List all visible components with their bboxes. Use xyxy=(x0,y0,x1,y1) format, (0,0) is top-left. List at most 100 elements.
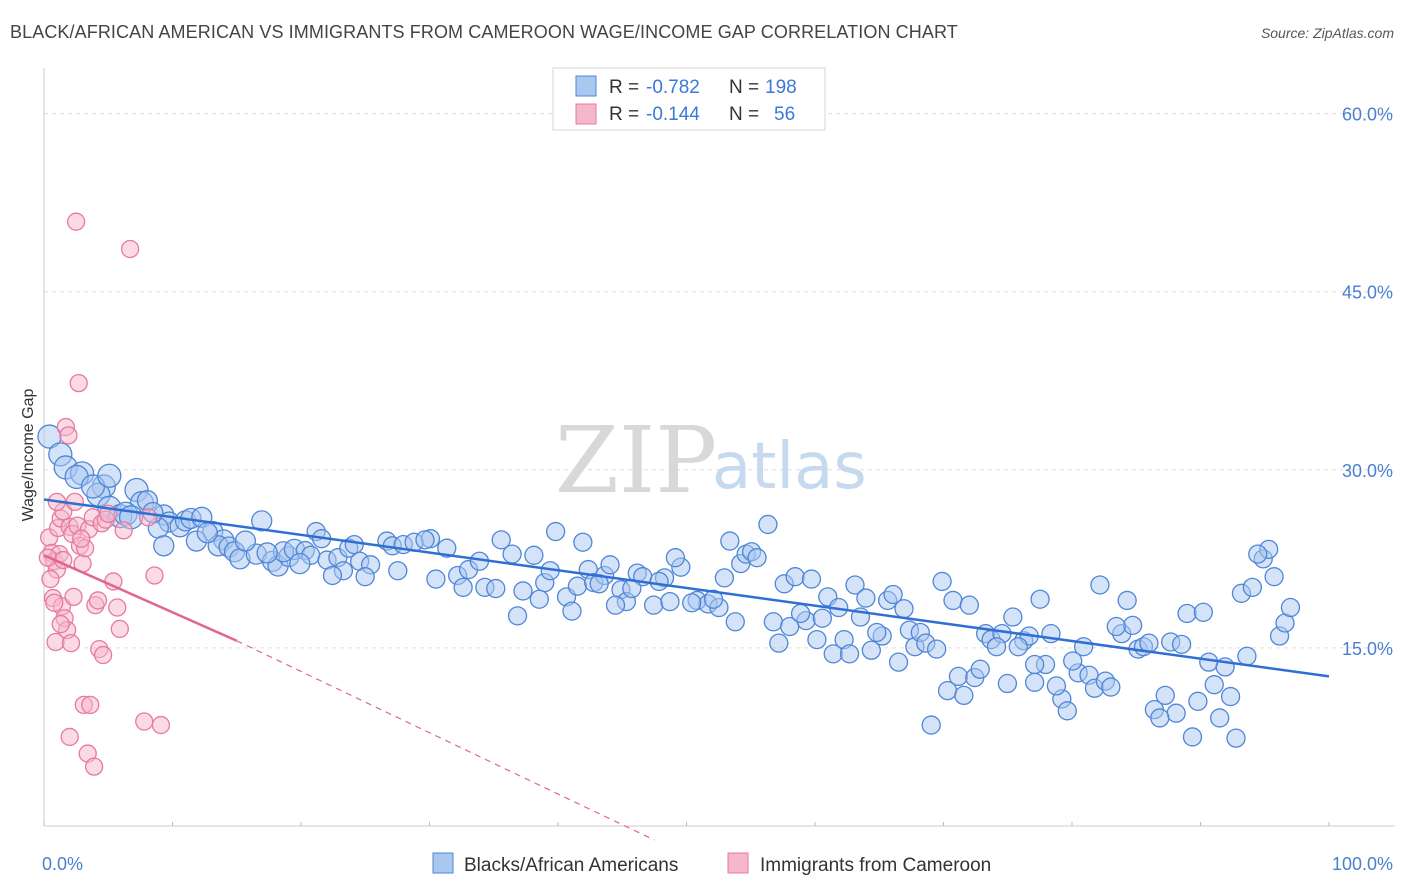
point-blacks xyxy=(529,589,549,609)
point-blacks xyxy=(605,595,626,615)
point-blacks xyxy=(703,589,724,609)
point-blacks xyxy=(649,571,669,592)
point-blacks xyxy=(1264,567,1284,587)
point-cameroon xyxy=(88,591,108,610)
watermark: ZIP atlas xyxy=(555,407,867,514)
point-blacks xyxy=(845,575,865,595)
point-blacks xyxy=(943,590,963,611)
point-blacks xyxy=(1073,637,1094,657)
point-blacks xyxy=(780,616,800,637)
point-blacks xyxy=(1199,652,1219,672)
point-cameroon xyxy=(69,373,88,393)
point-blacks xyxy=(573,532,593,552)
point-blacks xyxy=(344,534,364,555)
x-tick-label: 0.0% xyxy=(42,854,83,874)
point-blacks xyxy=(643,595,664,615)
point-blacks xyxy=(491,530,511,550)
point-cameroon xyxy=(110,619,129,639)
point-blacks xyxy=(234,530,257,552)
legend-swatch-blue xyxy=(575,75,597,97)
y-tick-label: 60.0% xyxy=(1342,105,1393,125)
point-blacks xyxy=(437,538,457,558)
point-blacks xyxy=(927,639,947,659)
point-blacks xyxy=(823,644,843,664)
point-blacks xyxy=(1226,728,1246,748)
point-blacks xyxy=(1046,676,1067,696)
point-blacks xyxy=(1030,589,1050,609)
point-cameroon xyxy=(41,569,60,589)
point-cameroon xyxy=(81,695,100,715)
point-blacks xyxy=(153,535,175,557)
point-cameroon xyxy=(108,598,127,617)
point-blacks xyxy=(894,599,914,619)
point-cameroon xyxy=(59,426,78,445)
trend-line-cameroon xyxy=(43,554,238,642)
point-blacks xyxy=(785,567,805,587)
legend-n-value-1: 198 xyxy=(765,77,797,98)
legend-n-value-2: 56 xyxy=(774,104,795,125)
point-cameroon xyxy=(151,715,171,735)
point-blacks xyxy=(1122,615,1143,635)
bottom-legend-label-blue: Blacks/African Americans xyxy=(464,855,678,876)
point-blacks xyxy=(1139,633,1159,653)
point-cameroon xyxy=(51,615,70,634)
point-blacks xyxy=(1150,708,1170,728)
bottom-legend-swatch-pink xyxy=(727,852,749,874)
point-blacks xyxy=(562,601,582,621)
trend-line-cameroon-extension xyxy=(236,640,655,841)
point-cameroon xyxy=(84,757,104,776)
point-blacks xyxy=(567,576,588,596)
legend-r-label-1: R = xyxy=(609,77,639,98)
point-blacks xyxy=(1003,607,1023,627)
x-tick-labels: 0.0% 100.0% xyxy=(42,854,1393,874)
point-blacks xyxy=(769,633,789,653)
point-blacks xyxy=(1237,646,1257,666)
point-blacks xyxy=(888,652,909,672)
legend-r-label-2: R = xyxy=(609,104,639,125)
point-cameroon xyxy=(114,521,133,540)
trend-line-blacks xyxy=(43,498,1330,678)
point-blacks xyxy=(660,591,680,612)
point-blacks xyxy=(251,510,273,532)
series-cameroon-points xyxy=(38,212,171,776)
legend-r-value-1: -0.782 xyxy=(646,77,700,98)
y-axis-label: Wage/Income Gap xyxy=(20,389,37,522)
x-tick-label: 100.0% xyxy=(1332,854,1393,874)
y-tick-label: 30.0% xyxy=(1342,461,1393,481)
point-blacks xyxy=(747,548,767,568)
source-label: Source: ZipAtlas.com xyxy=(1260,25,1394,41)
point-blacks xyxy=(1024,672,1045,692)
point-blacks xyxy=(453,577,473,598)
point-blacks xyxy=(839,644,860,664)
point-blacks xyxy=(954,685,974,706)
point-blacks xyxy=(1106,616,1126,637)
legend-n-label-1: N = xyxy=(729,77,759,98)
point-blacks xyxy=(682,593,702,613)
chart-title: BLACK/AFRICAN AMERICAN VS IMMIGRANTS FRO… xyxy=(10,22,958,42)
point-blacks xyxy=(807,629,827,650)
point-blacks xyxy=(883,584,903,605)
series-blacks-points xyxy=(37,424,1301,748)
point-blacks xyxy=(355,567,375,587)
point-cameroon xyxy=(60,727,79,747)
point-blacks xyxy=(502,544,522,564)
point-blacks xyxy=(867,622,887,643)
point-blacks xyxy=(256,542,278,564)
point-cameroon xyxy=(46,632,65,652)
point-cameroon xyxy=(61,634,81,653)
point-blacks xyxy=(322,565,343,586)
point-blacks xyxy=(1248,544,1268,564)
point-blacks xyxy=(1090,575,1110,595)
point-blacks xyxy=(997,673,1018,694)
point-blacks xyxy=(97,463,122,488)
point-blacks xyxy=(1024,654,1045,675)
point-blacks xyxy=(763,612,784,632)
point-blacks xyxy=(725,612,745,632)
point-blacks xyxy=(812,608,833,628)
point-blacks xyxy=(720,531,740,551)
point-blacks xyxy=(524,545,544,565)
point-blacks xyxy=(545,521,566,542)
point-cameroon xyxy=(93,645,113,665)
point-blacks xyxy=(921,715,941,735)
